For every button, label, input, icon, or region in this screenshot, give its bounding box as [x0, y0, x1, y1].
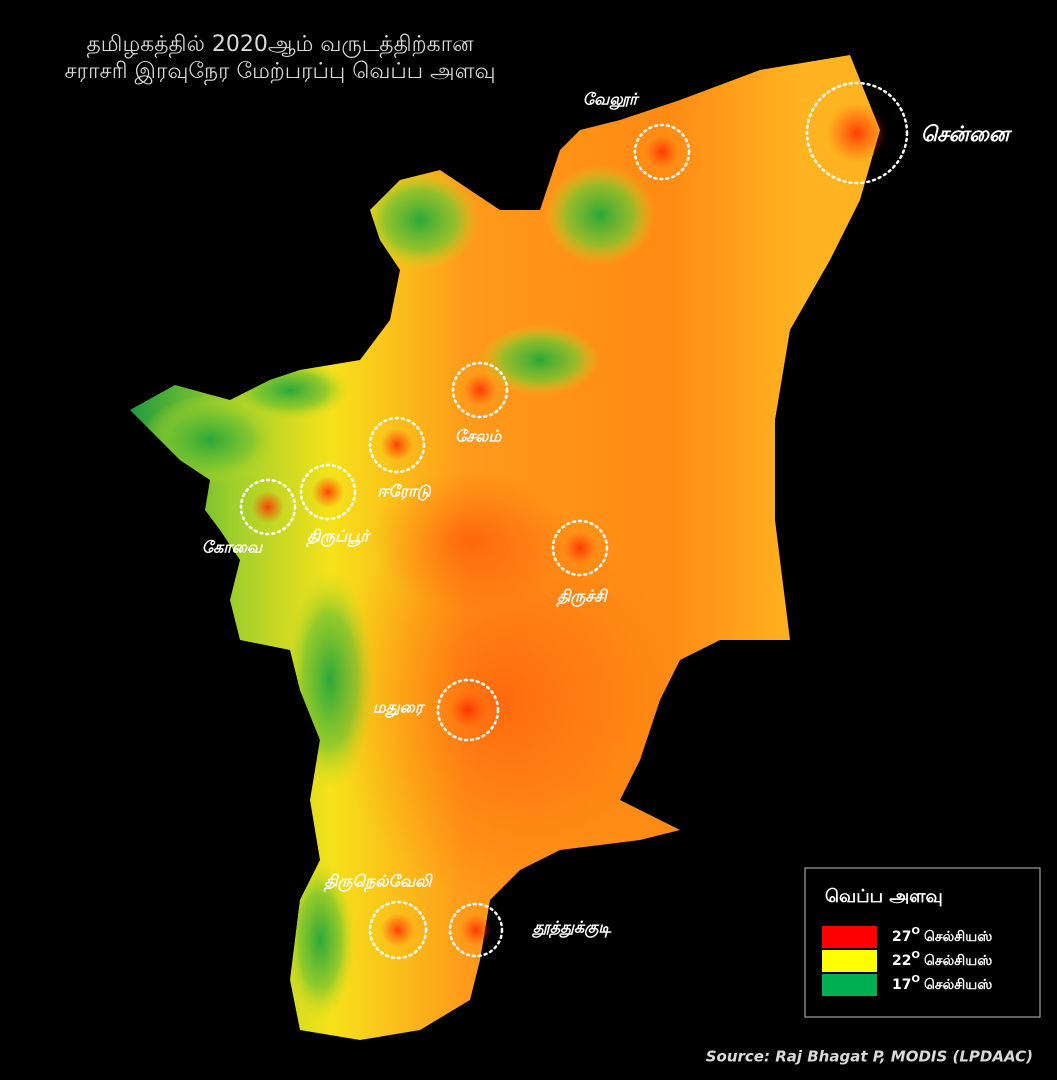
- hotspot: [380, 428, 414, 462]
- city-label: சென்னை: [921, 122, 1013, 146]
- legend-title: வெப்ப அளவு: [825, 886, 943, 907]
- city-label: திருப்பூர்: [306, 527, 371, 548]
- title-line: தமிழகத்தில் 2020ஆம் வருடத்திற்கான: [86, 32, 474, 58]
- city-label: மதுரை: [373, 698, 426, 719]
- legend-label: 22O செல்சியஸ்: [892, 950, 992, 969]
- city-label: வேலூர்: [583, 90, 640, 111]
- city-circle: [633, 123, 691, 181]
- degree-mark: O: [911, 950, 920, 961]
- legend-unit: செல்சியஸ்: [924, 929, 992, 945]
- title-line: சராசரி இரவுநேர மேற்பரப்பு வெப்ப அளவு: [65, 59, 496, 85]
- city-label: தூத்துக்குடி: [531, 918, 613, 939]
- legend-swatch: [822, 926, 877, 948]
- legend-value: 17: [892, 977, 911, 993]
- hotspot: [827, 103, 887, 163]
- city-circle: [436, 678, 500, 742]
- legend-label: 27O செல்சியஸ்: [892, 926, 992, 945]
- degree-mark: O: [911, 926, 920, 937]
- city-label: சேலம்: [455, 427, 503, 446]
- city-label: கோவை: [202, 538, 264, 557]
- city-circle: [805, 81, 909, 185]
- legend-swatch: [822, 974, 877, 996]
- hotspot: [563, 531, 597, 565]
- source: Source: Raj Bhagat P, MODIS (LPDAAC): [706, 1048, 1033, 1066]
- city-label: திருநெல்வேலி: [324, 872, 434, 893]
- city-circle: [451, 361, 509, 419]
- hotspot: [645, 135, 679, 169]
- hotspot: [450, 692, 486, 728]
- city-circle: [368, 900, 428, 960]
- city-circle: [448, 902, 504, 958]
- city-label: திருச்சி: [556, 587, 609, 608]
- legend-value: 27: [892, 929, 911, 945]
- legend-label: 17O செல்சியஸ்: [892, 974, 992, 993]
- city-circle: [239, 478, 297, 536]
- hotspot: [463, 373, 497, 407]
- legend-swatch: [822, 950, 877, 972]
- city-label: ஈரோடு: [377, 482, 432, 502]
- hotspot: [381, 913, 415, 947]
- city-circle: [551, 519, 609, 577]
- degree-mark: O: [911, 974, 920, 985]
- legend-unit: செல்சியஸ்: [924, 953, 992, 969]
- legend-value: 22: [892, 953, 911, 969]
- city-circle: [299, 463, 357, 521]
- city-circle: [368, 416, 426, 474]
- hotspot: [311, 475, 345, 509]
- hotspot: [251, 490, 285, 524]
- legend-unit: செல்சியஸ்: [924, 977, 992, 993]
- hotspot: [460, 914, 492, 946]
